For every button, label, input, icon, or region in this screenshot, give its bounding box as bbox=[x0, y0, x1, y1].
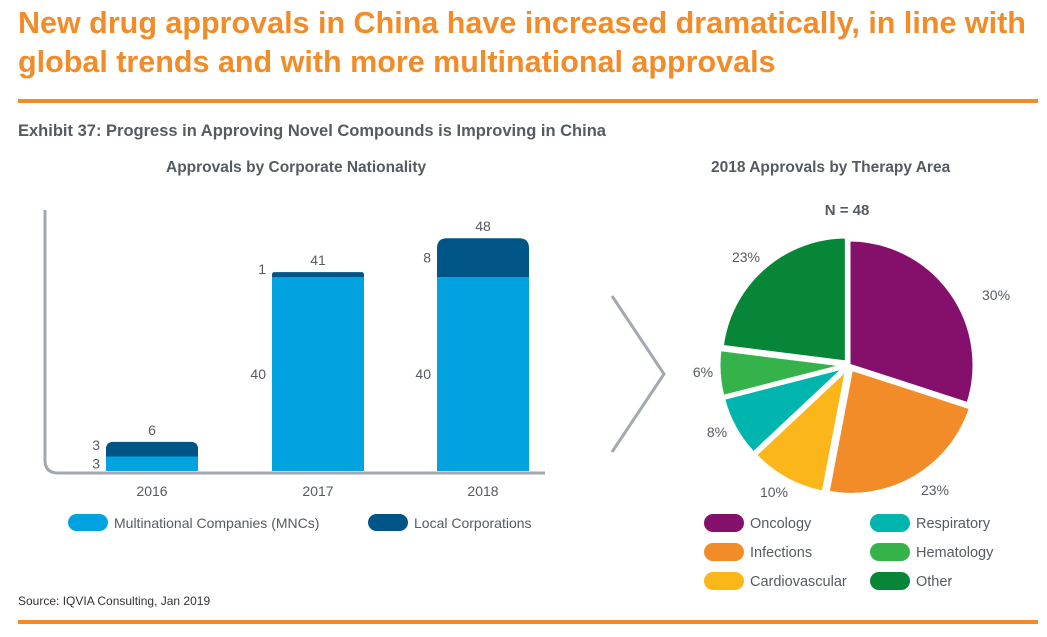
legend-label-respiratory: Respiratory bbox=[916, 516, 991, 532]
bar-total-label-2018: 48 bbox=[475, 218, 491, 234]
pie-slice-infections bbox=[826, 367, 972, 496]
bar-mnc-label-2017: 40 bbox=[250, 366, 266, 382]
bar-local-2018 bbox=[437, 238, 529, 277]
pie-label-hematology: 6% bbox=[693, 364, 713, 380]
pie-slice-other bbox=[720, 235, 848, 364]
bar-local-label-2017: 1 bbox=[258, 261, 266, 277]
legend-swatch-respiratory bbox=[870, 514, 910, 532]
bar-total-label-2017: 41 bbox=[310, 252, 326, 268]
legend-swatch-oncology bbox=[704, 514, 744, 532]
bottom-divider bbox=[18, 620, 1038, 624]
pie-slice-oncology bbox=[847, 238, 976, 406]
pie-label-respiratory: 8% bbox=[707, 424, 727, 440]
bar-mnc-label-2018: 40 bbox=[415, 366, 431, 382]
bar-chart: 3 3 6 2016 40 1 41 2017 40 8 48 2018 Multinational … bbox=[43, 210, 545, 531]
bar-axis bbox=[43, 210, 545, 475]
legend-label-mnc: Multinational Companies (MNCs) bbox=[114, 515, 319, 531]
legend-label-oncology: Oncology bbox=[750, 516, 812, 532]
legend-swatch-local bbox=[368, 514, 408, 531]
pie-slice-hematology bbox=[717, 348, 846, 398]
pie-slice-cardiovascular bbox=[753, 367, 849, 494]
top-divider bbox=[18, 99, 1038, 103]
bar-local-label-2016: 3 bbox=[92, 437, 100, 453]
legend-label-cardiovascular: Cardiovascular bbox=[750, 574, 847, 590]
x-tick-label-2016: 2016 bbox=[136, 483, 167, 499]
pie-n-label: N = 48 bbox=[825, 202, 870, 219]
pie-label-oncology: 30% bbox=[982, 287, 1010, 303]
bar-local-2017 bbox=[272, 272, 364, 277]
legend-swatch-infections bbox=[704, 543, 744, 561]
bar-mnc-2018 bbox=[437, 277, 529, 471]
source-note: Source: IQVIA Consulting, Jan 2019 bbox=[18, 594, 211, 608]
bar-chart-title: Approvals by Corporate Nationality bbox=[166, 159, 427, 176]
legend-swatch-other bbox=[870, 572, 910, 590]
legend-label-hematology: Hematology bbox=[916, 545, 994, 561]
pie-label-other: 23% bbox=[732, 249, 760, 265]
bar-local-2016 bbox=[106, 441, 198, 457]
pie-label-cardiovascular: 10% bbox=[760, 484, 788, 500]
pie-slice-respiratory bbox=[722, 365, 847, 455]
x-tick-label-2018: 2018 bbox=[467, 483, 498, 499]
page-headline: New drug approvals in China have increas… bbox=[18, 6, 1026, 79]
legend-label-local: Local Corporations bbox=[414, 515, 532, 531]
legend-label-other: Other bbox=[916, 574, 952, 590]
bar-mnc-label-2016: 3 bbox=[92, 456, 100, 472]
pie-chart-title: 2018 Approvals by Therapy Area bbox=[711, 159, 951, 176]
exhibit-title: Exhibit 37: Progress in Approving Novel … bbox=[18, 122, 606, 140]
legend-swatch-hematology bbox=[870, 543, 910, 561]
chevron-right-icon bbox=[610, 295, 666, 453]
bar-local-label-2018: 8 bbox=[423, 250, 431, 266]
legend-swatch-mnc bbox=[68, 514, 108, 531]
x-tick-label-2017: 2017 bbox=[302, 483, 333, 499]
legend-label-infections: Infections bbox=[750, 545, 812, 561]
pie-label-infections: 23% bbox=[921, 482, 949, 498]
bar-mnc-2017 bbox=[272, 277, 364, 471]
legend-swatch-cardiovascular bbox=[704, 572, 744, 590]
pie-chart: N = 48 30% 23% 10% 8% 6% 23% Oncology Respirat… bbox=[693, 202, 1010, 590]
bar-mnc-2016 bbox=[106, 456, 198, 471]
bar-total-label-2016: 6 bbox=[148, 422, 156, 438]
